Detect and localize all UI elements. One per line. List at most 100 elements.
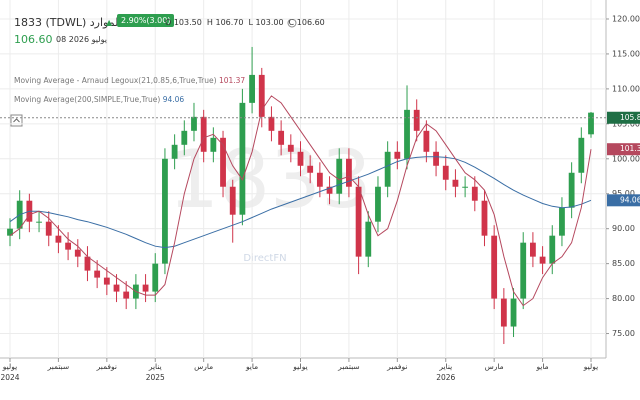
candle-body: [481, 200, 488, 236]
candle-body: [45, 221, 52, 236]
symbol: 1833 (TDWL) الموارد: [14, 16, 122, 29]
candle-body: [316, 172, 323, 187]
candle-body: [442, 165, 449, 180]
price-tag-label: 105.87: [620, 113, 640, 122]
date: 08 2026 يوليو: [56, 35, 107, 44]
candle-body: [510, 298, 517, 327]
legend-value: 101.37: [218, 76, 246, 85]
candle-body: [239, 102, 246, 215]
ma-line: [9, 95, 592, 307]
x-tick-label: نوفمبر: [387, 362, 408, 371]
candle-body: [229, 186, 236, 215]
ma-line: [9, 156, 592, 249]
candle-body: [103, 277, 110, 285]
candle-body: [249, 74, 255, 103]
candle-body: [404, 109, 410, 159]
candle-body: [471, 186, 478, 201]
x-tick-label: يناير 2025: [145, 362, 165, 382]
y-tick-label: 105.00: [612, 119, 640, 128]
x-tick-label: يوليو 2024: [0, 362, 20, 382]
ohlc: O 103.50 H 106.70 L 103.00 C 106.60: [165, 18, 325, 27]
candle-body: [568, 172, 575, 208]
y-tick-label: 95.00: [612, 189, 635, 198]
candle-body: [452, 179, 459, 187]
candle-body: [278, 130, 285, 145]
y-tick-label: 75.00: [612, 329, 635, 338]
y-tick-label: 115.00: [612, 49, 640, 58]
candle-body: [65, 242, 72, 250]
candle-body: [171, 144, 178, 159]
candle-body: [336, 158, 343, 194]
candle-body: [123, 291, 130, 299]
price-tag: [607, 194, 640, 207]
candle-body: [113, 284, 120, 292]
candle-body: [297, 151, 304, 166]
candle-body: [268, 116, 275, 131]
x-tick-label: مايو: [536, 362, 549, 371]
candle-body: [413, 109, 420, 131]
candle-body: [549, 235, 556, 264]
x-tick-label: مارس: [484, 362, 504, 371]
candle-body: [520, 242, 527, 299]
x-tick-label: يناير 2026: [436, 362, 456, 382]
y-tick-label: 120.00: [612, 14, 640, 23]
candle-body: [462, 186, 469, 188]
price-tag-label: 101.37: [620, 144, 640, 153]
candle-body: [433, 151, 439, 166]
price-tag: [607, 111, 640, 124]
candle-body: [94, 270, 101, 278]
candle-body: [384, 151, 391, 187]
x-tick-label: سبتمبر: [338, 362, 360, 371]
candle-body: [588, 112, 594, 135]
x-tick-label: يوليو: [293, 362, 308, 371]
candle-body: [152, 263, 159, 292]
collapse-icon: [13, 118, 20, 123]
collapse-button[interactable]: [10, 114, 23, 127]
candle-body: [162, 158, 168, 264]
candle-body: [287, 144, 294, 152]
y-tick-label: 80.00: [612, 294, 635, 303]
change-badge: 2.90%(3.00): [117, 14, 175, 27]
arrow: ▲: [106, 18, 113, 27]
legend-value: 94.06: [162, 95, 185, 104]
candle-body: [220, 137, 226, 187]
candle-body: [529, 242, 536, 257]
x-tick-label: مارس: [194, 362, 214, 371]
last-price: 106.60: [14, 33, 53, 46]
candle-body: [346, 158, 352, 187]
price-tag: [607, 143, 640, 156]
legend-text: Moving Average(200,SIMPLE,True,True): [14, 95, 161, 104]
candle-body: [84, 256, 91, 271]
candle-body: [394, 151, 401, 159]
candle-body: [355, 186, 362, 257]
x-tick-label: مايو: [245, 362, 259, 371]
candle-body: [559, 207, 565, 236]
price-tag-label: 94.06: [620, 195, 640, 204]
candle-body: [210, 137, 217, 152]
x-tick-label: سبتمبر: [47, 362, 70, 371]
candle-body: [200, 116, 207, 152]
candle-body: [326, 186, 333, 194]
candle-body: [258, 74, 265, 117]
candle-body: [142, 284, 149, 292]
candle-body: [500, 298, 507, 327]
candle-body: [491, 235, 498, 299]
candle-body: [55, 235, 62, 243]
candle-body: [191, 116, 197, 131]
candle-body: [36, 221, 42, 223]
legend-text: Moving Average - Arnaud Legoux(21,0.85,6…: [14, 76, 217, 85]
candle-body: [578, 137, 585, 173]
candle-body: [375, 186, 381, 222]
candle-body: [181, 130, 188, 145]
x-tick-label: يوليو: [583, 362, 599, 371]
candle-body: [365, 221, 372, 257]
candle-body: [7, 228, 13, 236]
candle-body: [307, 165, 314, 173]
y-tick-label: 110.00: [612, 84, 640, 93]
y-tick-label: 100.00: [612, 154, 640, 163]
y-tick-label: 90.00: [612, 224, 635, 233]
x-tick-label: نوفمبر: [96, 362, 117, 371]
y-tick-label: 85.00: [612, 259, 635, 268]
